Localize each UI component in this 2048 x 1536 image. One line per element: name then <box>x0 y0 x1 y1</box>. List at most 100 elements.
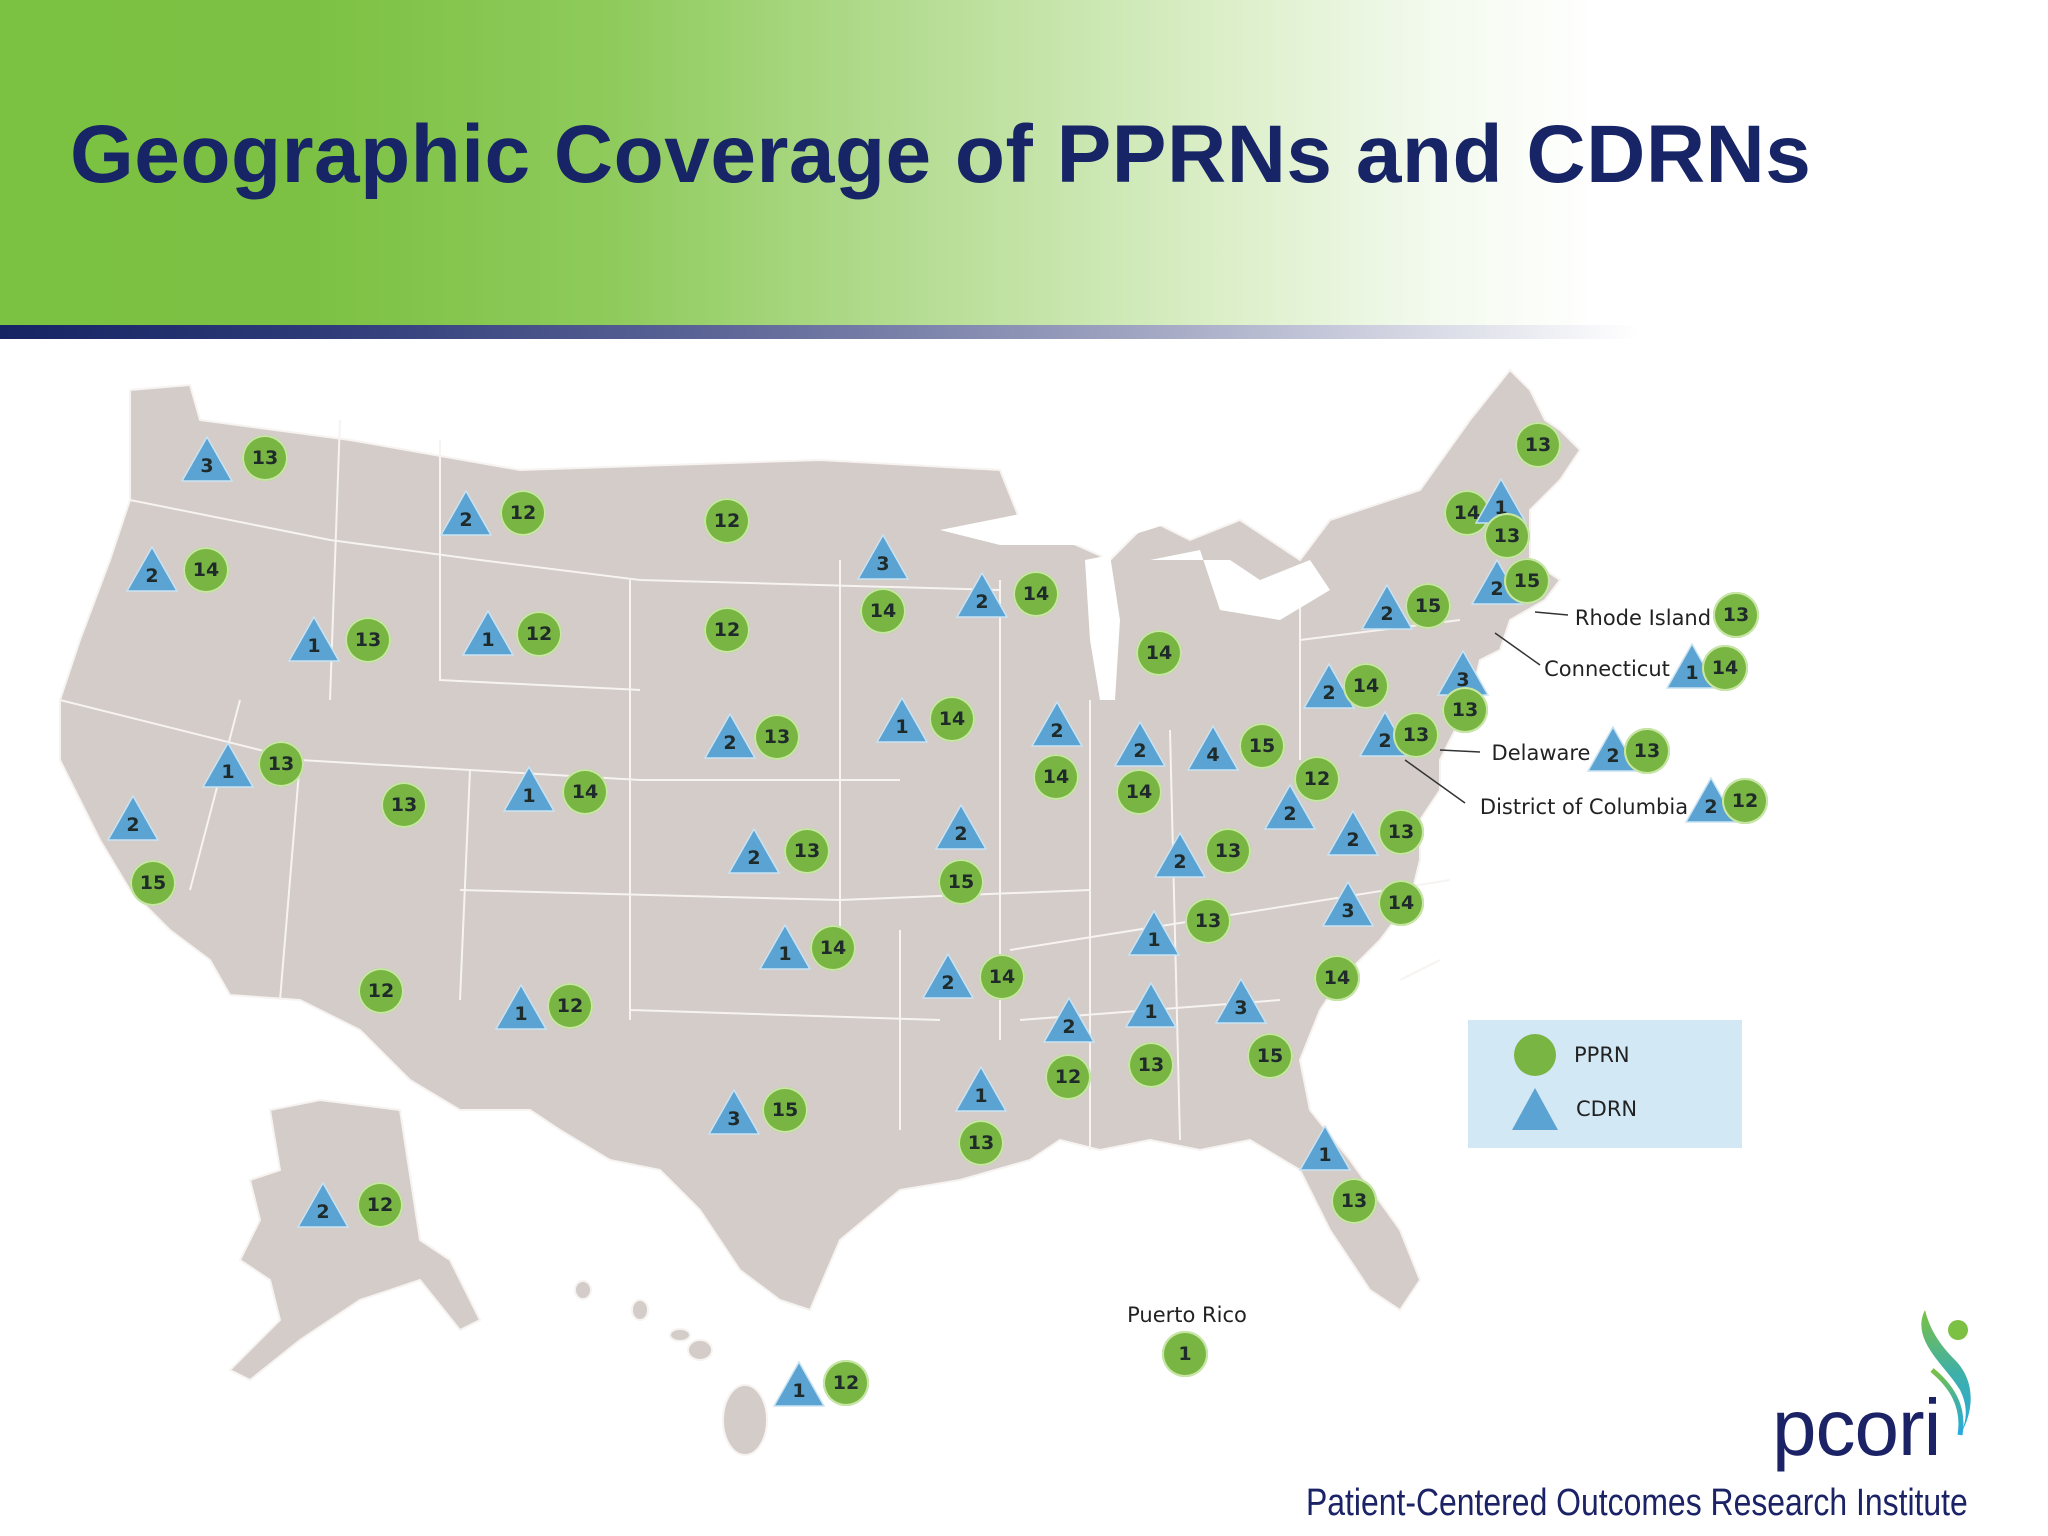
marker-count: 14 <box>869 600 897 622</box>
cdrn-marker: 4 <box>1187 725 1239 771</box>
logo-subtitle: Patient-Centered Outcomes Research Insti… <box>1306 1482 1968 1524</box>
marker-count: 13 <box>763 726 791 748</box>
marker-count: 13 <box>1633 740 1661 762</box>
marker-count: 15 <box>139 872 167 894</box>
triangle-icon <box>1215 978 1267 1024</box>
pprn-marker: 13 <box>1484 513 1530 559</box>
cdrn-marker: 1 <box>955 1066 1007 1112</box>
header-stripe <box>0 325 2048 339</box>
cdrn-marker: 2 <box>1264 784 1316 830</box>
triangle-icon <box>773 1361 825 1407</box>
cdrn-marker: 1 <box>202 742 254 788</box>
marker-count: 2 <box>975 591 989 613</box>
alaska-shape <box>229 1099 481 1381</box>
marker-count: 2 <box>459 509 473 531</box>
pprn-marker: 12 <box>704 607 750 653</box>
marker-count: 13 <box>1137 1054 1165 1076</box>
cdrn-marker: 2 <box>1154 832 1206 878</box>
marker-count: 2 <box>145 565 159 587</box>
triangle-icon <box>1128 910 1180 956</box>
marker-count: 1 <box>1685 662 1699 684</box>
cdrn-marker: 1 <box>1128 910 1180 956</box>
legend-item-cdrn: CDRN <box>1512 1088 1637 1130</box>
marker-count: 14 <box>1042 766 1070 788</box>
pprn-marker: 15 <box>1504 558 1550 604</box>
pprn-marker: 13 <box>1624 728 1670 774</box>
triangle-icon <box>955 1066 1007 1112</box>
triangle-icon <box>181 436 233 482</box>
marker-count: 15 <box>1513 570 1541 592</box>
callout-connecticut: Connecticut <box>1544 657 1670 681</box>
pprn-marker: 12 <box>1722 778 1768 824</box>
marker-count: 2 <box>1346 829 1360 851</box>
header-band <box>0 0 2048 325</box>
cdrn-marker: 1 <box>495 984 547 1030</box>
cdrn-marker: 2 <box>728 828 780 874</box>
pprn-marker: 12 <box>358 968 404 1014</box>
marker-count: 2 <box>1322 682 1336 704</box>
marker-count: 13 <box>1402 724 1430 746</box>
pprn-marker: 14 <box>183 547 229 593</box>
pprn-marker: 14 <box>1033 754 1079 800</box>
marker-count: 12 <box>713 510 741 532</box>
pprn-marker: 13 <box>258 741 304 787</box>
cdrn-marker: 3 <box>1437 650 1489 696</box>
cdrn-marker: 1 <box>462 610 514 656</box>
marker-count: 13 <box>1451 699 1479 721</box>
triangle-icon <box>708 1089 760 1135</box>
triangle-icon <box>1114 721 1166 767</box>
triangle-icon <box>1361 584 1413 630</box>
marker-count: 12 <box>367 980 395 1002</box>
marker-count: 14 <box>1352 675 1380 697</box>
pprn-marker: 14 <box>979 954 1025 1000</box>
pprn-marker: 12 <box>547 983 593 1029</box>
triangle-icon <box>759 924 811 970</box>
legend-pprn-label: PPRN <box>1574 1043 1630 1067</box>
cdrn-marker: 2 <box>1303 663 1355 709</box>
triangle-icon <box>1327 810 1379 856</box>
triangle-icon <box>126 546 178 592</box>
marker-count: 15 <box>771 1099 799 1121</box>
marker-count: 2 <box>723 732 737 754</box>
callout-district-of-columbia: District of Columbia <box>1479 795 1689 819</box>
pprn-marker: 15 <box>1239 723 1285 769</box>
pprn-marker: 14 <box>1013 571 1059 617</box>
marker-count: 1 <box>481 629 495 651</box>
triangle-icon <box>1125 982 1177 1028</box>
pprn-marker: 15 <box>130 860 176 906</box>
pprn-marker: 12 <box>1294 756 1340 802</box>
pprn-marker: 13 <box>1205 828 1251 874</box>
marker-count: 2 <box>1133 740 1147 762</box>
cdrn-marker: 1 <box>759 924 811 970</box>
marker-count: 15 <box>1248 735 1276 757</box>
marker-count: 15 <box>1256 1045 1284 1067</box>
marker-count: 2 <box>1283 803 1297 825</box>
marker-count: 1 <box>1318 1144 1332 1166</box>
pprn-marker: 13 <box>754 714 800 760</box>
triangle-icon <box>1187 725 1239 771</box>
pprn-marker: 12 <box>823 1360 869 1406</box>
cdrn-marker: 2 <box>107 795 159 841</box>
cdrn-marker: 3 <box>181 436 233 482</box>
pprn-marker: 13 <box>1442 687 1488 733</box>
pprn-marker: 13 <box>242 435 288 481</box>
triangle-icon <box>956 572 1008 618</box>
marker-count: 3 <box>1456 669 1470 691</box>
pprn-marker: 13 <box>1378 809 1424 855</box>
lake-huron-erie <box>1150 550 1330 620</box>
marker-count: 1 <box>221 761 235 783</box>
cdrn-marker: 2 <box>922 953 974 999</box>
pprn-marker: 13 <box>958 1120 1004 1166</box>
marker-count: 2 <box>1378 730 1392 752</box>
pprn-marker: 14 <box>1136 630 1182 676</box>
marker-count: 14 <box>1125 781 1153 803</box>
callout-puerto-rico: Puerto Rico <box>1127 1303 1247 1327</box>
legend: PPRN CDRN <box>1468 1020 1742 1148</box>
cdrn-marker: 1 <box>1125 982 1177 1028</box>
marker-count: 1 <box>514 1003 528 1025</box>
marker-count: 13 <box>267 753 295 775</box>
pprn-marker: 1 <box>1162 1331 1208 1377</box>
triangle-icon <box>1154 832 1206 878</box>
marker-count: 12 <box>713 619 741 641</box>
marker-count: 3 <box>876 553 890 575</box>
